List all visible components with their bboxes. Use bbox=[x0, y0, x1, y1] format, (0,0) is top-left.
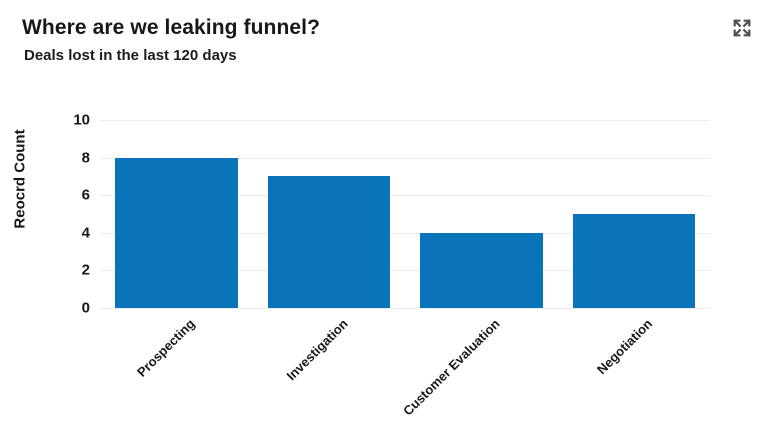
gridline bbox=[100, 308, 710, 309]
x-axis-label: Negotiation bbox=[594, 316, 656, 378]
bar[interactable] bbox=[115, 157, 238, 308]
bar[interactable] bbox=[572, 214, 695, 308]
y-tick-label: 2 bbox=[81, 261, 90, 279]
gridline bbox=[100, 195, 710, 197]
x-axis-labels: Prospecting Investigation Customer Evaluat… bbox=[100, 309, 710, 434]
y-tick-label: 4 bbox=[81, 224, 90, 242]
x-axis-label: Customer Evaluation bbox=[400, 316, 503, 419]
gridline bbox=[100, 157, 710, 159]
page-subtitle: Deals lost in the last 120 days bbox=[24, 47, 237, 64]
bar[interactable] bbox=[267, 176, 390, 308]
gridline bbox=[100, 120, 710, 121]
y-tick-label: 0 bbox=[81, 299, 90, 317]
x-axis-label: Investigation bbox=[283, 316, 351, 384]
y-tick-label: 8 bbox=[81, 149, 90, 167]
page-title: Where are we leaking funnel? bbox=[22, 16, 321, 39]
x-axis-label: Prospecting bbox=[134, 316, 198, 380]
expand-button[interactable] bbox=[729, 15, 755, 41]
gridline bbox=[100, 270, 710, 272]
plot-area bbox=[100, 120, 710, 309]
gridline bbox=[100, 232, 710, 234]
y-tick-label: 10 bbox=[73, 111, 90, 129]
expand-icon bbox=[731, 17, 753, 39]
y-tick-label: 6 bbox=[81, 186, 90, 204]
bar[interactable] bbox=[420, 232, 543, 308]
y-axis-ticks: 0 2 4 6 8 10 bbox=[0, 113, 90, 316]
